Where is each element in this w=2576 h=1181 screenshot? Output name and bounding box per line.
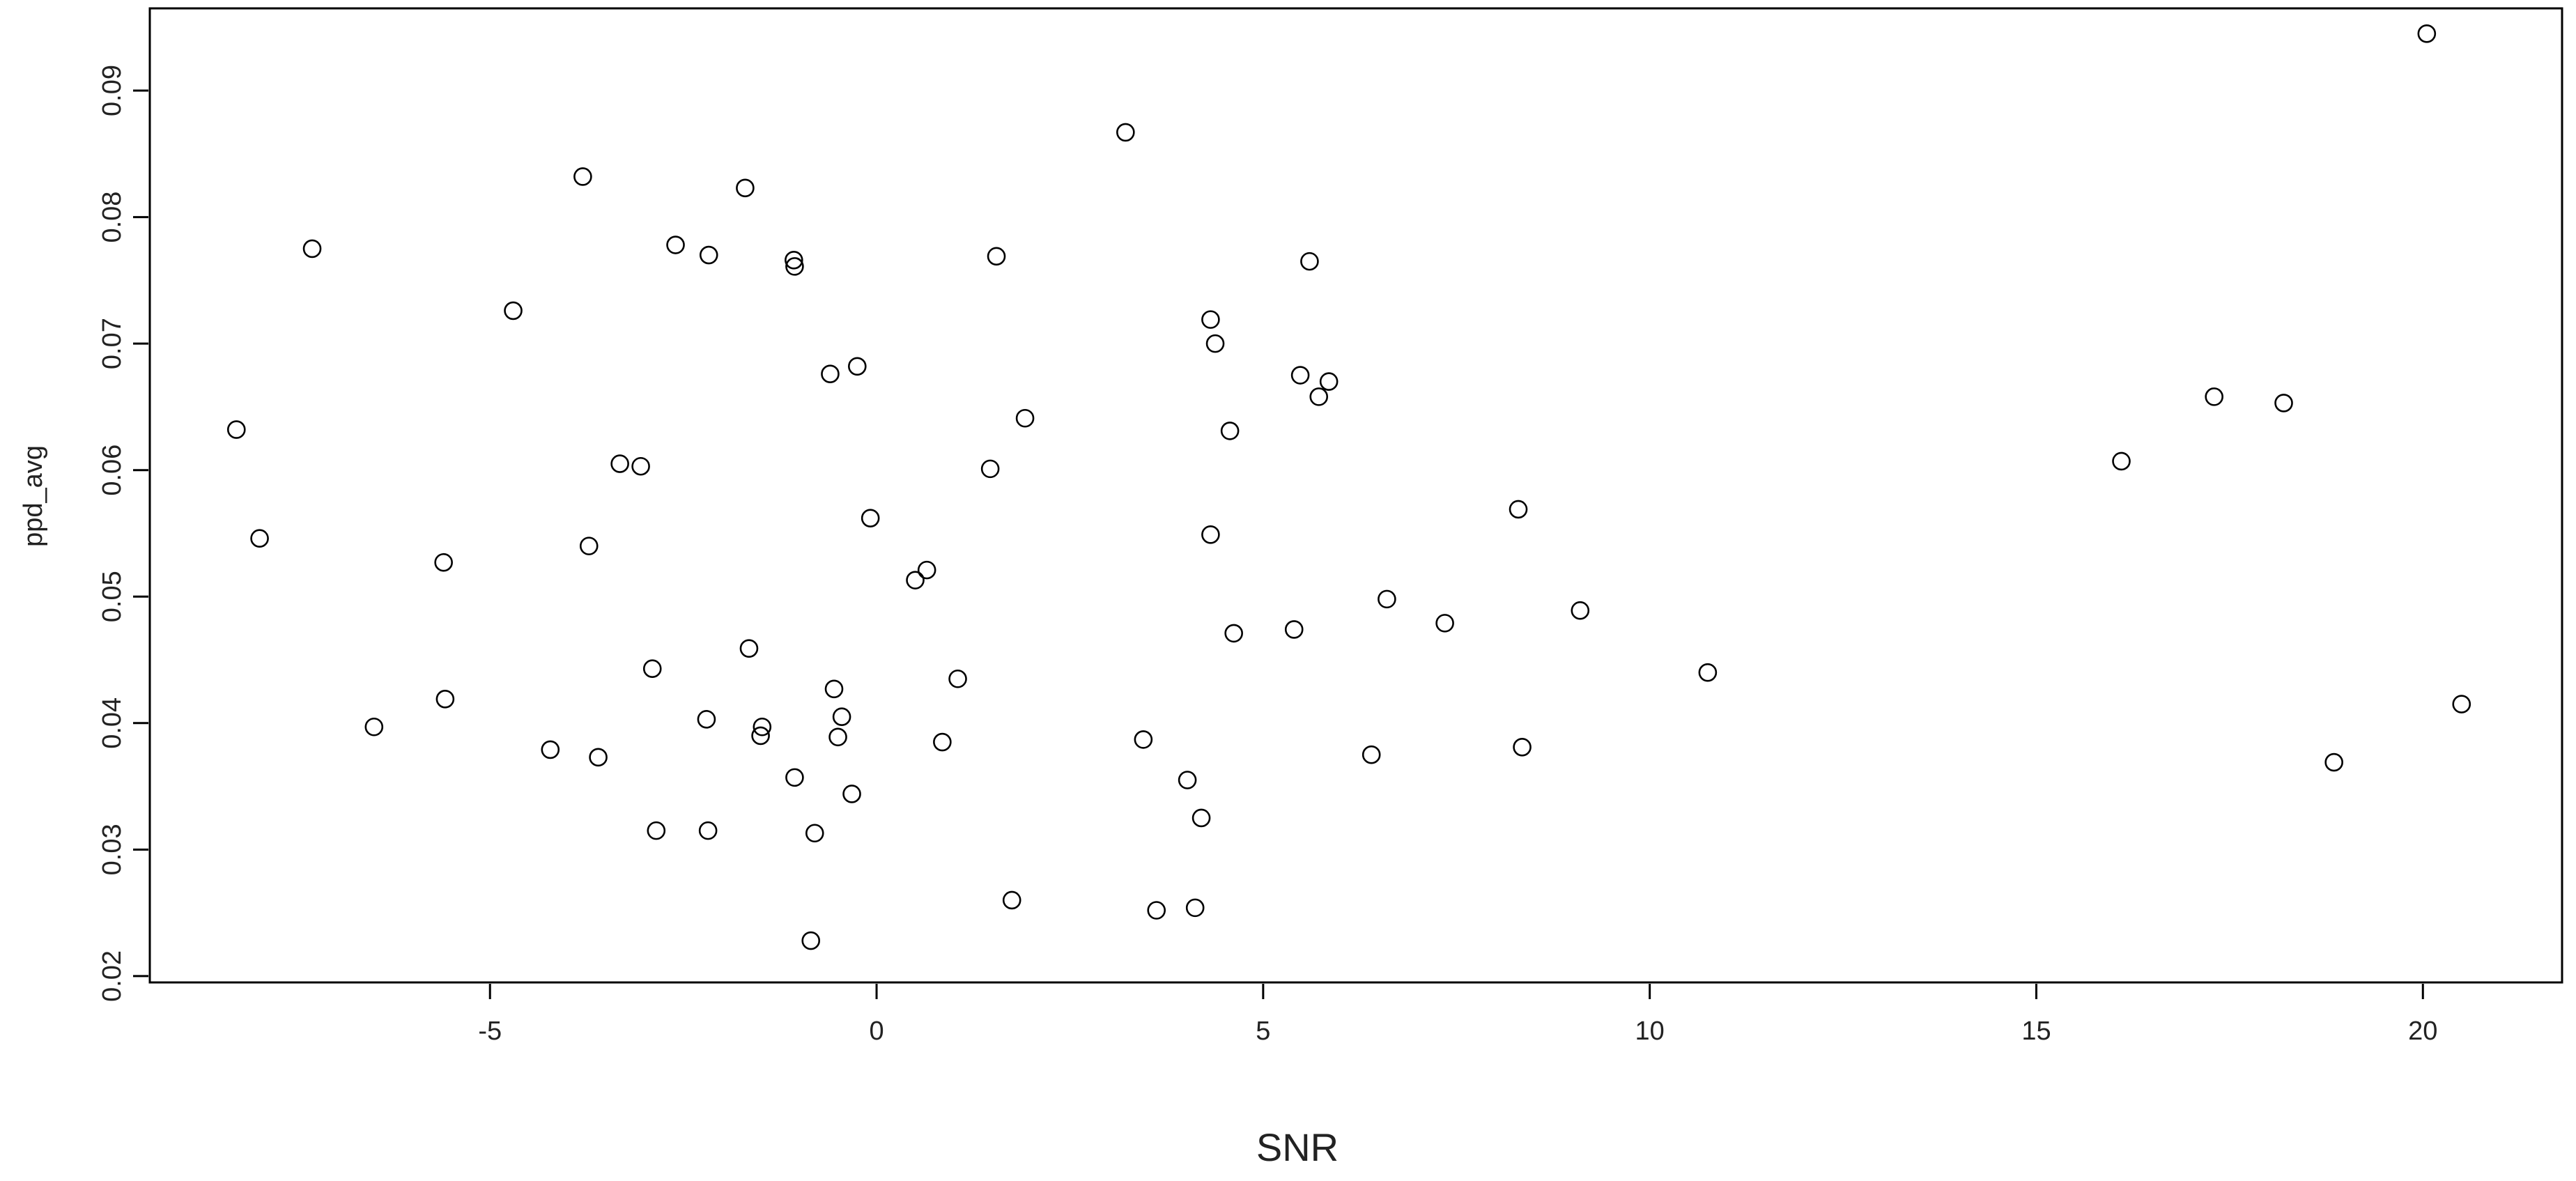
data-point <box>785 257 804 276</box>
y-tick-label: 0.07 <box>98 318 127 369</box>
y-tick-label: 0.05 <box>98 571 127 622</box>
data-point <box>2205 387 2223 406</box>
data-point <box>980 459 1000 479</box>
data-point <box>1220 422 1240 440</box>
data-point <box>631 456 650 476</box>
data-point <box>1300 252 1319 271</box>
data-point <box>751 726 770 746</box>
data-point <box>933 732 952 752</box>
data-point <box>1002 890 1021 910</box>
data-point <box>2324 752 2343 772</box>
data-point <box>435 690 455 709</box>
data-point <box>861 509 880 527</box>
data-point <box>753 717 772 736</box>
data-points <box>226 24 2471 950</box>
data-point <box>801 931 821 950</box>
x-tick-label: -5 <box>478 1017 502 1046</box>
data-point <box>906 571 925 589</box>
data-point <box>2274 394 2293 412</box>
data-point <box>805 824 824 843</box>
data-point <box>1178 771 1197 789</box>
data-point <box>1362 745 1381 764</box>
data-point <box>847 357 867 376</box>
data-point <box>821 364 840 384</box>
data-point <box>1201 310 1220 329</box>
plot-area <box>148 7 2563 984</box>
x-tick-label: 15 <box>2021 1017 2051 1046</box>
data-point <box>1571 601 1590 620</box>
data-point <box>739 639 759 658</box>
y-tick-label: 0.06 <box>98 445 127 496</box>
data-point <box>573 167 592 186</box>
x-tick-label: 5 <box>1256 1017 1270 1046</box>
data-point <box>504 301 523 321</box>
y-tick-label: 0.08 <box>98 192 127 243</box>
y-tick-label: 0.03 <box>98 824 127 875</box>
data-point <box>824 679 844 699</box>
data-point <box>1205 334 1225 353</box>
y-tick-label: 0.04 <box>98 697 127 749</box>
data-point <box>785 251 803 270</box>
data-point <box>1435 614 1454 633</box>
data-point <box>1185 898 1205 918</box>
data-point <box>589 748 608 767</box>
data-point <box>1134 730 1153 749</box>
y-axis-title: ppd_avg <box>19 445 48 547</box>
data-point <box>642 659 662 679</box>
data-point <box>1116 123 1135 142</box>
data-point <box>1290 366 1310 385</box>
data-point <box>1509 500 1528 519</box>
data-point <box>2452 695 2471 713</box>
data-point <box>1319 372 1339 391</box>
data-point <box>1201 525 1220 544</box>
data-point <box>541 740 560 759</box>
data-point <box>250 529 269 548</box>
x-axis-title: SNR <box>1256 1125 1339 1169</box>
data-point <box>1513 738 1532 757</box>
data-point <box>647 821 666 840</box>
data-point <box>697 710 716 729</box>
data-point <box>785 768 804 787</box>
data-point <box>948 669 967 688</box>
y-tick-label: 0.02 <box>98 950 127 1002</box>
data-point <box>699 245 718 265</box>
data-point <box>579 537 599 555</box>
data-point <box>1698 663 1718 682</box>
data-point <box>1224 624 1243 643</box>
data-point <box>2417 24 2437 43</box>
y-axis: 0.02 0.03 0.04 0.05 0.06 0.07 0.08 0.09 <box>98 65 148 1002</box>
x-tick-label: 0 <box>869 1017 884 1046</box>
data-point <box>226 420 246 439</box>
x-tick-label: 20 <box>2408 1017 2437 1046</box>
data-point <box>828 727 847 747</box>
x-axis: -5 0 5 10 15 20 <box>478 984 2437 1046</box>
data-point <box>1147 901 1166 920</box>
data-point <box>610 454 629 473</box>
data-point <box>1284 620 1304 639</box>
data-point <box>302 239 322 258</box>
data-point <box>698 821 718 840</box>
data-point <box>2112 451 2131 471</box>
data-point <box>666 236 685 254</box>
y-tick-label: 0.09 <box>98 65 127 116</box>
data-point <box>364 717 384 736</box>
data-point <box>736 178 755 198</box>
data-point <box>1378 589 1396 609</box>
x-tick-label: 10 <box>1635 1017 1665 1046</box>
data-point <box>1191 808 1211 828</box>
data-point <box>434 553 453 572</box>
data-point <box>1309 387 1329 406</box>
data-point <box>832 707 851 727</box>
data-point <box>842 785 861 803</box>
data-point <box>987 247 1006 266</box>
data-point <box>917 560 936 580</box>
data-point <box>1015 408 1035 428</box>
